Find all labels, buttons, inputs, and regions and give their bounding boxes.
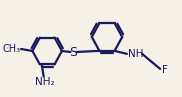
Text: CH₃: CH₃ (2, 44, 20, 54)
Text: NH: NH (128, 49, 143, 59)
Text: NH₂: NH₂ (35, 77, 54, 87)
Text: S: S (69, 45, 77, 58)
Text: F: F (162, 65, 168, 75)
